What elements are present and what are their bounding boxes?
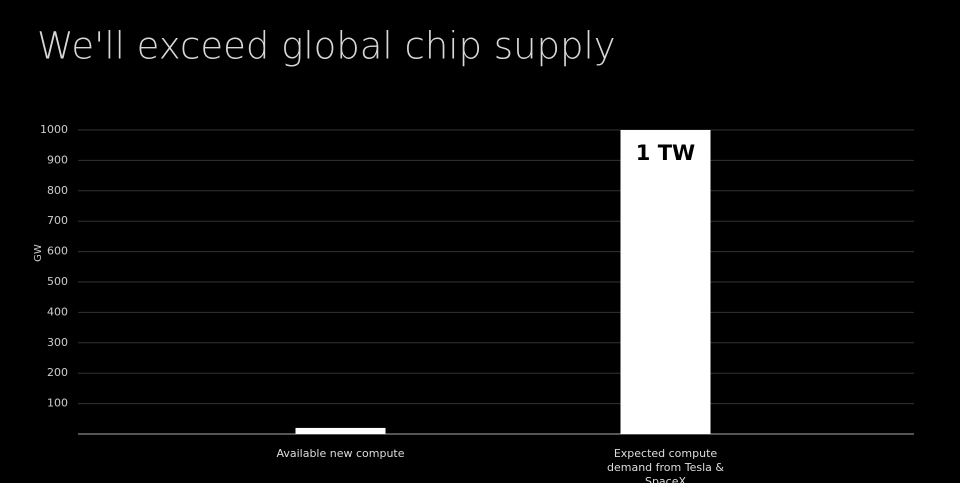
y-tick-label: 700 [47, 214, 68, 227]
y-tick-label: 500 [47, 275, 68, 288]
data-label: 1 TW [636, 141, 695, 165]
x-tick-label: Expected compute demand from Tesla & Spa… [607, 447, 724, 483]
bar [295, 427, 386, 434]
chart-title: We'll exceed global chip supply [37, 25, 616, 68]
x-tick-label: Available new compute [276, 447, 405, 460]
y-tick-label: 1000 [40, 123, 68, 136]
y-tick-label: 300 [47, 336, 68, 349]
bar [620, 130, 711, 434]
y-axis-label: GW [33, 244, 44, 262]
y-tick-label: 600 [47, 245, 68, 258]
y-tick-label: 200 [47, 366, 68, 379]
y-tick-label: 900 [47, 153, 68, 166]
y-tick-label: 100 [47, 397, 68, 410]
y-tick-label: 400 [47, 305, 68, 318]
y-tick-label: 800 [47, 184, 68, 197]
